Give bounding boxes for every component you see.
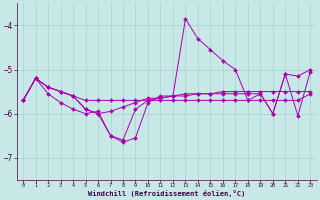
X-axis label: Windchill (Refroidissement éolien,°C): Windchill (Refroidissement éolien,°C): [88, 190, 245, 197]
